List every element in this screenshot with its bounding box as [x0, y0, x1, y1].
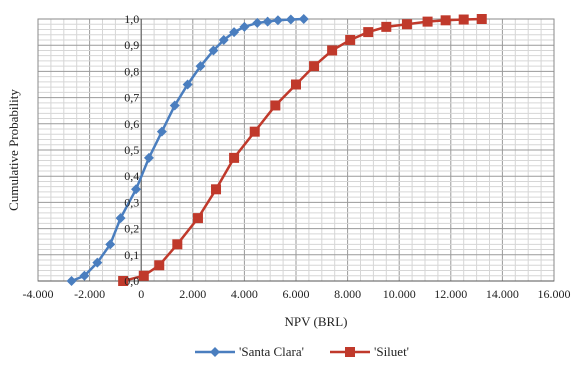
legend-label: 'Siluet' — [374, 344, 409, 359]
data-point — [262, 16, 273, 27]
data-point — [422, 16, 433, 27]
y-tick-label: 1,0 — [124, 12, 139, 26]
y-tick-label: 0,6 — [124, 117, 139, 131]
data-point — [195, 61, 206, 72]
legend-item: 'Santa Clara' — [195, 344, 304, 359]
tick-labels: -4.000 -2.000 0 2.000 4.000 6.000 8.000 10.000 1… — [23, 12, 571, 301]
data-point — [143, 152, 154, 163]
x-tick-label: 6.000 — [283, 287, 310, 301]
data-point — [458, 14, 469, 25]
data-point — [156, 126, 167, 137]
data-point — [252, 17, 263, 28]
series-1 — [66, 14, 309, 286]
data-point — [401, 19, 412, 30]
x-tick-label: -2.000 — [74, 287, 105, 301]
y-tick-label: 0,9 — [124, 38, 139, 52]
y-tick-label: 0,1 — [124, 248, 139, 262]
x-tick-label: 8.000 — [334, 287, 361, 301]
data-point — [298, 14, 309, 24]
legend-marker — [345, 347, 355, 357]
y-tick-label: 0,5 — [124, 143, 139, 157]
y-tick-label: 0,3 — [124, 195, 139, 209]
x-tick-label: 2.000 — [179, 287, 206, 301]
x-axis-label: NPV (BRL) — [285, 314, 348, 329]
series-2 — [118, 14, 487, 286]
data-point — [229, 27, 240, 38]
data-point — [229, 152, 240, 163]
data-point — [345, 34, 356, 45]
x-tick-label: 16.000 — [538, 287, 571, 301]
legend-marker — [210, 347, 220, 357]
data-point — [172, 239, 183, 250]
data-point — [476, 14, 487, 24]
data-point — [327, 45, 338, 56]
x-tick-label: 0 — [138, 287, 144, 301]
legend-item: 'Siluet' — [330, 344, 409, 359]
data-point — [291, 79, 301, 90]
y-tick-label: 0,7 — [124, 91, 139, 105]
data-point — [192, 213, 203, 224]
data-point — [208, 45, 219, 56]
data-point — [79, 270, 90, 281]
y-axis-label: Cumulative Probability — [6, 89, 21, 211]
legend: 'Santa Clara' 'Siluet' — [195, 344, 409, 359]
data-point — [218, 34, 229, 45]
x-tick-label: 10.000 — [383, 287, 416, 301]
grid — [37, 18, 555, 282]
data-point — [105, 239, 116, 250]
series-layer — [66, 14, 487, 286]
data-point — [211, 184, 222, 195]
data-point — [154, 260, 165, 271]
x-tick-label: -4.000 — [23, 287, 54, 301]
legend-label: 'Santa Clara' — [239, 344, 304, 359]
data-point — [272, 15, 283, 26]
data-point — [182, 79, 193, 90]
y-tick-label: 0,2 — [124, 222, 139, 236]
data-point — [249, 126, 260, 137]
data-point — [363, 27, 374, 38]
data-point — [66, 276, 77, 286]
x-tick-label: 12.000 — [434, 287, 467, 301]
data-point — [92, 257, 103, 268]
y-tick-label: 0,8 — [124, 64, 139, 78]
data-point — [169, 100, 180, 111]
data-point — [285, 14, 296, 25]
data-point — [270, 100, 281, 111]
data-point — [118, 276, 129, 286]
data-point — [309, 61, 320, 72]
data-point — [138, 270, 149, 281]
y-tick-label: 0,0 — [124, 274, 139, 288]
x-tick-label: 4.000 — [231, 287, 258, 301]
data-point — [115, 213, 126, 224]
y-tick-label: 0,4 — [124, 169, 139, 183]
x-tick-label: 14.000 — [486, 287, 519, 301]
data-point — [239, 21, 250, 32]
data-point — [440, 15, 451, 26]
data-point — [381, 21, 392, 32]
data-point — [131, 184, 142, 195]
